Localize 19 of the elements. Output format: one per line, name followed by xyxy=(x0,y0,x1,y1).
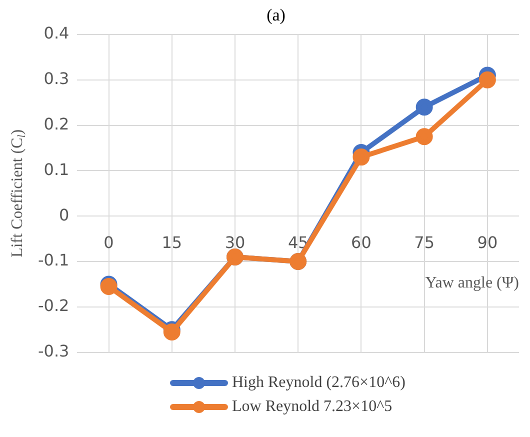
y-tick-label: -0.1 xyxy=(38,250,70,270)
x-tick-label: 15 xyxy=(162,232,182,252)
x-tick-label: 60 xyxy=(351,232,372,252)
x-axis-title: Yaw angle (Ψ) xyxy=(425,274,519,292)
x-tick-label: 75 xyxy=(414,232,435,252)
y-tick-label: 0 xyxy=(59,205,70,224)
y-tick-label: 0.2 xyxy=(44,114,70,134)
y-tick-label: -0.2 xyxy=(38,296,70,316)
y-tick-label: 0.3 xyxy=(44,68,70,88)
y-tick-label: 0.1 xyxy=(44,160,70,179)
legend-label: Low Reynold 7.23×10^5 xyxy=(232,398,392,416)
chart-title: (a) xyxy=(266,6,286,25)
y-tick-label: -0.3 xyxy=(38,342,70,361)
x-tick-label: 0 xyxy=(104,232,114,252)
legend-label: High Reynold (2.76×10^6) xyxy=(232,374,406,392)
x-tick-label: 90 xyxy=(477,232,498,252)
y-tick-label: 0.4 xyxy=(44,24,70,43)
y-axis-title: Lift Coefficient (Cl) xyxy=(9,129,28,258)
x-tick-label: 30 xyxy=(224,232,246,252)
